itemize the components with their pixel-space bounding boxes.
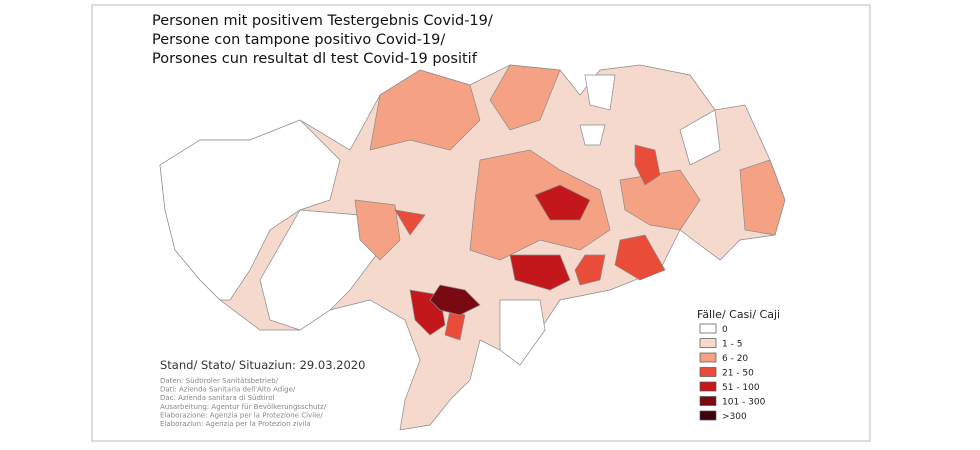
legend: 0 1 - 5 6 - 20 21 - 50 51 - 100 101 - 300 >300: [699, 323, 766, 422]
legend-label: 6 - 20: [722, 354, 748, 364]
stand-date: Stand/ Stato/ Situaziun: 29.03.2020: [160, 358, 365, 372]
legend-swatch: [699, 381, 717, 392]
region: [584, 74, 616, 111]
legend-swatch: [699, 338, 717, 348]
legend-swatch: [699, 410, 717, 421]
legend-swatch: [699, 352, 717, 363]
title-line: Personen mit positivem Testergebnis Covi…: [152, 13, 493, 29]
legend-swatch: [699, 396, 717, 406]
region: [499, 299, 546, 366]
legend-title: Fälle/ Casi/ Caji: [697, 308, 780, 321]
title-line: Porsones cun resultat dl test Covid-19 p…: [152, 51, 478, 67]
region: [739, 159, 786, 236]
legend-swatch: [699, 323, 717, 334]
credits: Daten: Südtiroler Sanitätsbetrieb/Dati: …: [160, 377, 327, 428]
region: [394, 209, 426, 236]
credit-line: Elaboraziun: Agenzia per la Protezion zi…: [160, 420, 311, 428]
credit-line: Elaborazione: Agenzia per la Protezione …: [160, 411, 323, 419]
legend-label: 0: [722, 325, 728, 335]
region: [159, 119, 341, 301]
credit-line: Dac: Azienda sanitara di Südtirol: [160, 394, 275, 402]
region: [429, 284, 481, 316]
region: [509, 254, 571, 291]
legend-label: 21 - 50: [722, 369, 754, 379]
credit-line: Daten: Südtiroler Sanitätsbetrieb/: [160, 377, 279, 385]
legend-label: 51 - 100: [722, 383, 760, 393]
credit-line: Dati: Azienda Sanitaria dell'Alto Adige/: [160, 386, 296, 394]
legend-label: >300: [722, 412, 747, 422]
region: [619, 169, 701, 231]
credit-line: Ausarbeitung: Agentur für Bevölkerungssc…: [160, 403, 327, 411]
region: [679, 109, 721, 166]
region: [614, 234, 666, 281]
legend-label: 1 - 5: [722, 340, 742, 350]
region: [489, 64, 561, 131]
region: [574, 254, 606, 286]
region: [534, 184, 591, 221]
legend-swatch: [699, 367, 717, 377]
region: [634, 144, 661, 186]
region: [469, 149, 611, 261]
title-line: Persone con tampone positivo Covid-19/: [152, 32, 445, 48]
title: Personen mit positivem Testergebnis Covi…: [152, 13, 493, 67]
legend-label: 101 - 300: [722, 398, 766, 408]
region: [369, 69, 481, 151]
region: [354, 199, 401, 261]
region: [579, 124, 606, 146]
